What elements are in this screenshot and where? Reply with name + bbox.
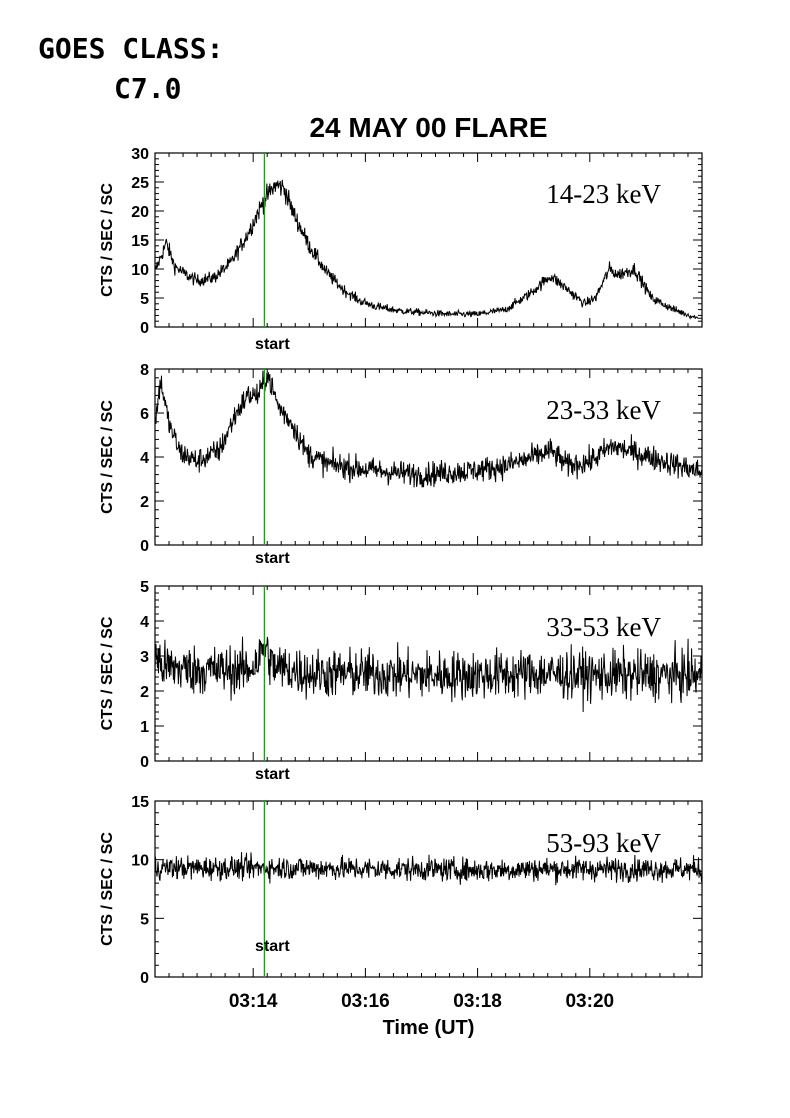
y-tick-label: 2 — [140, 684, 149, 701]
y-tick-label: 0 — [140, 320, 149, 337]
y-tick-label: 25 — [131, 175, 149, 192]
y-tick-label: 6 — [140, 406, 149, 423]
y-tick-label: 10 — [131, 853, 149, 870]
y-axis-label: CTS / SEC / SC — [99, 832, 116, 946]
y-tick-label: 5 — [140, 579, 149, 596]
y-axis-label: CTS / SEC / SC — [99, 400, 116, 514]
chart-title: 24 MAY 00 FLARE — [309, 112, 548, 143]
y-tick-label: 4 — [140, 450, 149, 467]
y-tick-label: 30 — [131, 146, 149, 163]
series-line-33-53keV — [154, 636, 703, 712]
y-axis-label: CTS / SEC / SC — [99, 616, 116, 730]
y-tick-label: 0 — [140, 970, 149, 987]
y-tick-label: 15 — [131, 233, 149, 250]
y-tick-label: 8 — [140, 362, 149, 379]
y-tick-label: 10 — [131, 262, 149, 279]
y-tick-label: 1 — [140, 719, 149, 736]
y-tick-label: 0 — [140, 538, 149, 555]
x-tick-label: 03:18 — [453, 991, 502, 1012]
y-tick-label: 5 — [140, 911, 149, 928]
y-tick-label: 15 — [131, 794, 149, 811]
energy-band-label: 23-33 keV — [546, 395, 661, 425]
x-tick-label: 03:16 — [341, 991, 390, 1012]
start-marker-label: start — [255, 766, 290, 783]
series-line-14-23keV — [154, 179, 702, 320]
goes-class-label: GOES CLASS: — [38, 32, 224, 65]
start-marker-label: start — [255, 550, 290, 567]
y-tick-label: 5 — [140, 291, 149, 308]
start-marker-label: start — [255, 336, 290, 353]
energy-band-label: 53-93 keV — [546, 828, 661, 858]
start-marker-label: start — [255, 938, 290, 955]
y-tick-label: 0 — [140, 754, 149, 771]
energy-band-label: 14-23 keV — [546, 179, 661, 209]
x-axis-label: Time (UT) — [383, 1017, 475, 1039]
y-tick-label: 4 — [140, 614, 149, 631]
goes-class-value: C7.0 — [114, 72, 182, 105]
y-axis-label: CTS / SEC / SC — [99, 183, 116, 297]
energy-band-label: 33-53 keV — [546, 612, 661, 642]
y-tick-label: 20 — [131, 204, 149, 221]
y-tick-label: 3 — [140, 649, 149, 666]
plot-frame-4 — [154, 800, 703, 978]
x-tick-label: 03:20 — [565, 991, 614, 1012]
series-line-23-33keV — [154, 370, 703, 488]
y-tick-label: 2 — [140, 494, 149, 511]
series-line-53-93keV — [154, 852, 703, 886]
x-tick-label: 03:14 — [229, 991, 278, 1012]
